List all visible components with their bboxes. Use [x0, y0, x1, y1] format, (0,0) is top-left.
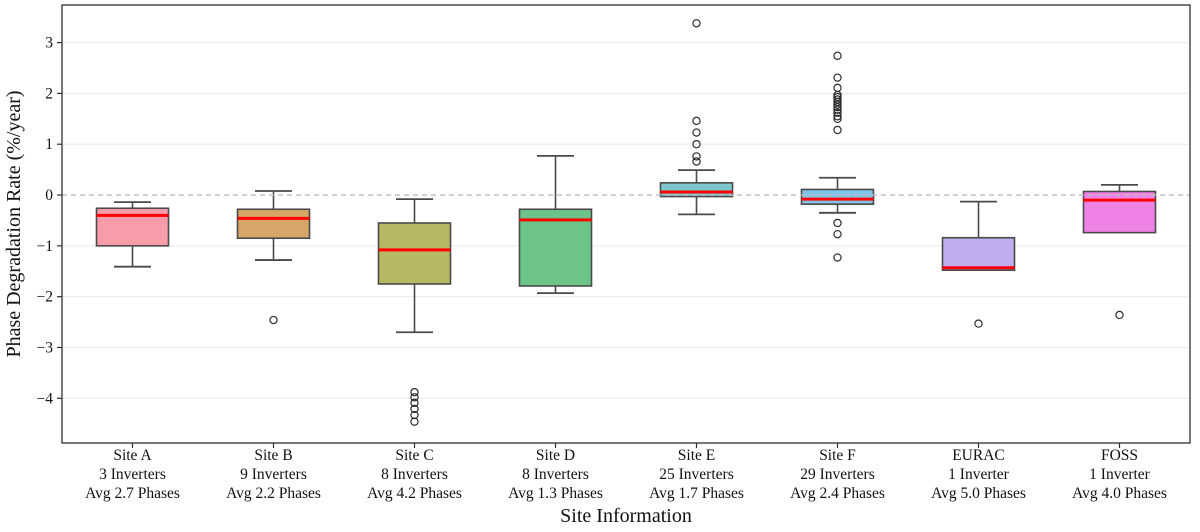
site-label-line-phases: Avg 4.0 Phases: [1072, 485, 1167, 502]
site-label-line-site: Site D: [536, 447, 575, 464]
iqr-box: [518, 208, 593, 287]
outlier-point: [974, 319, 983, 328]
outlier-point: [833, 51, 842, 61]
site-label-line-inverters: 3 Inverters: [99, 466, 166, 483]
site-label-line-site: FOSS: [1101, 447, 1138, 464]
box-site-e: [659, 19, 734, 216]
outlier-point: [269, 315, 278, 325]
outlier-point: [410, 398, 419, 408]
site-label-line-phases: Avg 2.7 Phases: [85, 485, 180, 502]
box-foss: [1082, 183, 1157, 320]
outlier-point: [833, 229, 842, 239]
box-site-b: [236, 190, 311, 325]
iqr-box: [800, 188, 875, 205]
outlier-point: [833, 73, 842, 82]
site-label-line-site: Site F: [819, 447, 856, 464]
y-tick-label: −2: [37, 289, 54, 306]
outlier-point: [692, 140, 701, 149]
y-tick-label: 1: [45, 136, 53, 153]
site-label-line-inverters: 29 Inverters: [800, 466, 874, 483]
outlier-point: [692, 152, 701, 161]
iqr-box: [236, 208, 311, 240]
y-tick-label: 2: [45, 85, 53, 102]
site-label-line-inverters: 1 Inverter: [948, 466, 1010, 483]
y-tick-label: −4: [37, 390, 54, 407]
x-axis-title: Site Information: [560, 505, 692, 527]
site-label-eurac: EURAC 1 Inverter Avg 5.0 Phases: [931, 447, 1026, 502]
site-label-line-phases: Avg 5.0 Phases: [931, 485, 1026, 502]
iqr-box: [1082, 190, 1157, 234]
site-label-line-site: Site B: [254, 447, 292, 464]
grid-layer: [62, 41, 1190, 399]
site-label-site-a: Site A 3 Inverters Avg 2.7 Phases: [85, 447, 180, 502]
outlier-point: [833, 100, 842, 109]
outlier-point: [833, 253, 842, 262]
outlier-point: [833, 112, 842, 121]
outlier-point: [833, 218, 842, 228]
site-label-line-site: Site C: [395, 447, 433, 464]
outlier-point: [833, 108, 842, 117]
outlier-point: [692, 116, 701, 126]
iqr-box: [377, 222, 452, 285]
iqr-box: [941, 236, 1016, 272]
outlier-point: [833, 83, 842, 93]
outlier-point: [692, 128, 701, 137]
site-label-site-e: Site E 25 Inverters Avg 1.7 Phases: [649, 447, 744, 502]
y-tick-label: −3: [37, 339, 54, 356]
site-label-line-site: Site A: [113, 447, 152, 464]
site-label-line-phases: Avg 2.2 Phases: [226, 485, 321, 502]
box-site-f: [800, 51, 875, 262]
site-label-line-phases: Avg 1.7 Phases: [649, 485, 744, 502]
site-label-line-phases: Avg 4.2 Phases: [367, 485, 462, 502]
box-site-a: [95, 201, 170, 268]
outlier-point: [692, 157, 701, 166]
label-layer: 3 2 1 0 −1 −2 −3 −4 Site A 3 Inverters Avg 2.7 Pha…: [37, 35, 1167, 502]
site-label-line-inverters: 9 Inverters: [240, 466, 307, 483]
site-label-site-d: Site D 8 Inverters Avg 1.3 Phases: [508, 447, 603, 502]
y-tick-label: 3: [45, 35, 53, 52]
outlier-point: [410, 404, 419, 414]
site-label-site-b: Site B 9 Inverters Avg 2.2 Phases: [226, 447, 321, 502]
site-label-line-inverters: 1 Inverter: [1089, 466, 1151, 483]
outlier-point: [833, 114, 842, 124]
outlier-point: [1115, 310, 1124, 320]
site-label-line-inverters: 25 Inverters: [659, 466, 733, 483]
site-label-foss: FOSS 1 Inverter Avg 4.0 Phases: [1072, 447, 1167, 502]
y-tick-label: −1: [37, 238, 54, 255]
site-label-line-site: Site E: [678, 447, 715, 464]
axis-layer: [57, 4, 1191, 448]
site-label-site-c: Site C 8 Inverters Avg 4.2 Phases: [367, 447, 462, 502]
site-label-line-phases: Avg 1.3 Phases: [508, 485, 603, 502]
site-label-line-phases: Avg 2.4 Phases: [790, 485, 885, 502]
box-layer: [95, 19, 1157, 426]
site-label-line-inverters: 8 Inverters: [522, 466, 589, 483]
outlier-point: [410, 417, 419, 426]
box-site-d: [518, 155, 593, 295]
outlier-point: [692, 19, 701, 28]
plot-border: [61, 4, 1191, 444]
outlier-point: [410, 393, 419, 402]
box-eurac: [941, 200, 1016, 328]
site-label-site-f: Site F 29 Inverters Avg 2.4 Phases: [790, 447, 885, 502]
box-site-c: [377, 198, 452, 426]
site-label-line-inverters: 8 Inverters: [381, 466, 448, 483]
y-axis-title: Phase Degradation Rate (%/year): [3, 90, 25, 357]
outlier-point: [833, 102, 842, 112]
outlier-point: [833, 125, 842, 135]
site-label-line-site: EURAC: [952, 447, 1005, 464]
y-tick-label: 0: [45, 187, 53, 204]
outlier-point: [410, 387, 419, 397]
